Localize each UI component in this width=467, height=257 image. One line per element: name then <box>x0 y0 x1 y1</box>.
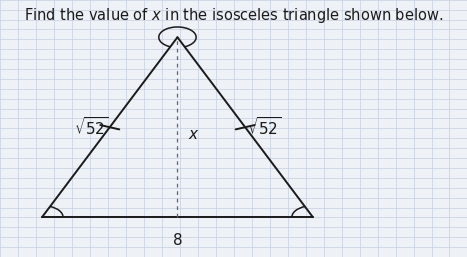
Text: Find the value of $\mathit{x}$ in the isosceles triangle shown below.: Find the value of $\mathit{x}$ in the is… <box>24 6 443 25</box>
Text: $x$: $x$ <box>188 128 199 142</box>
Text: $8$: $8$ <box>172 232 183 248</box>
Text: $\sqrt{52}$: $\sqrt{52}$ <box>247 116 281 138</box>
Text: $\sqrt{52}$: $\sqrt{52}$ <box>74 116 108 138</box>
